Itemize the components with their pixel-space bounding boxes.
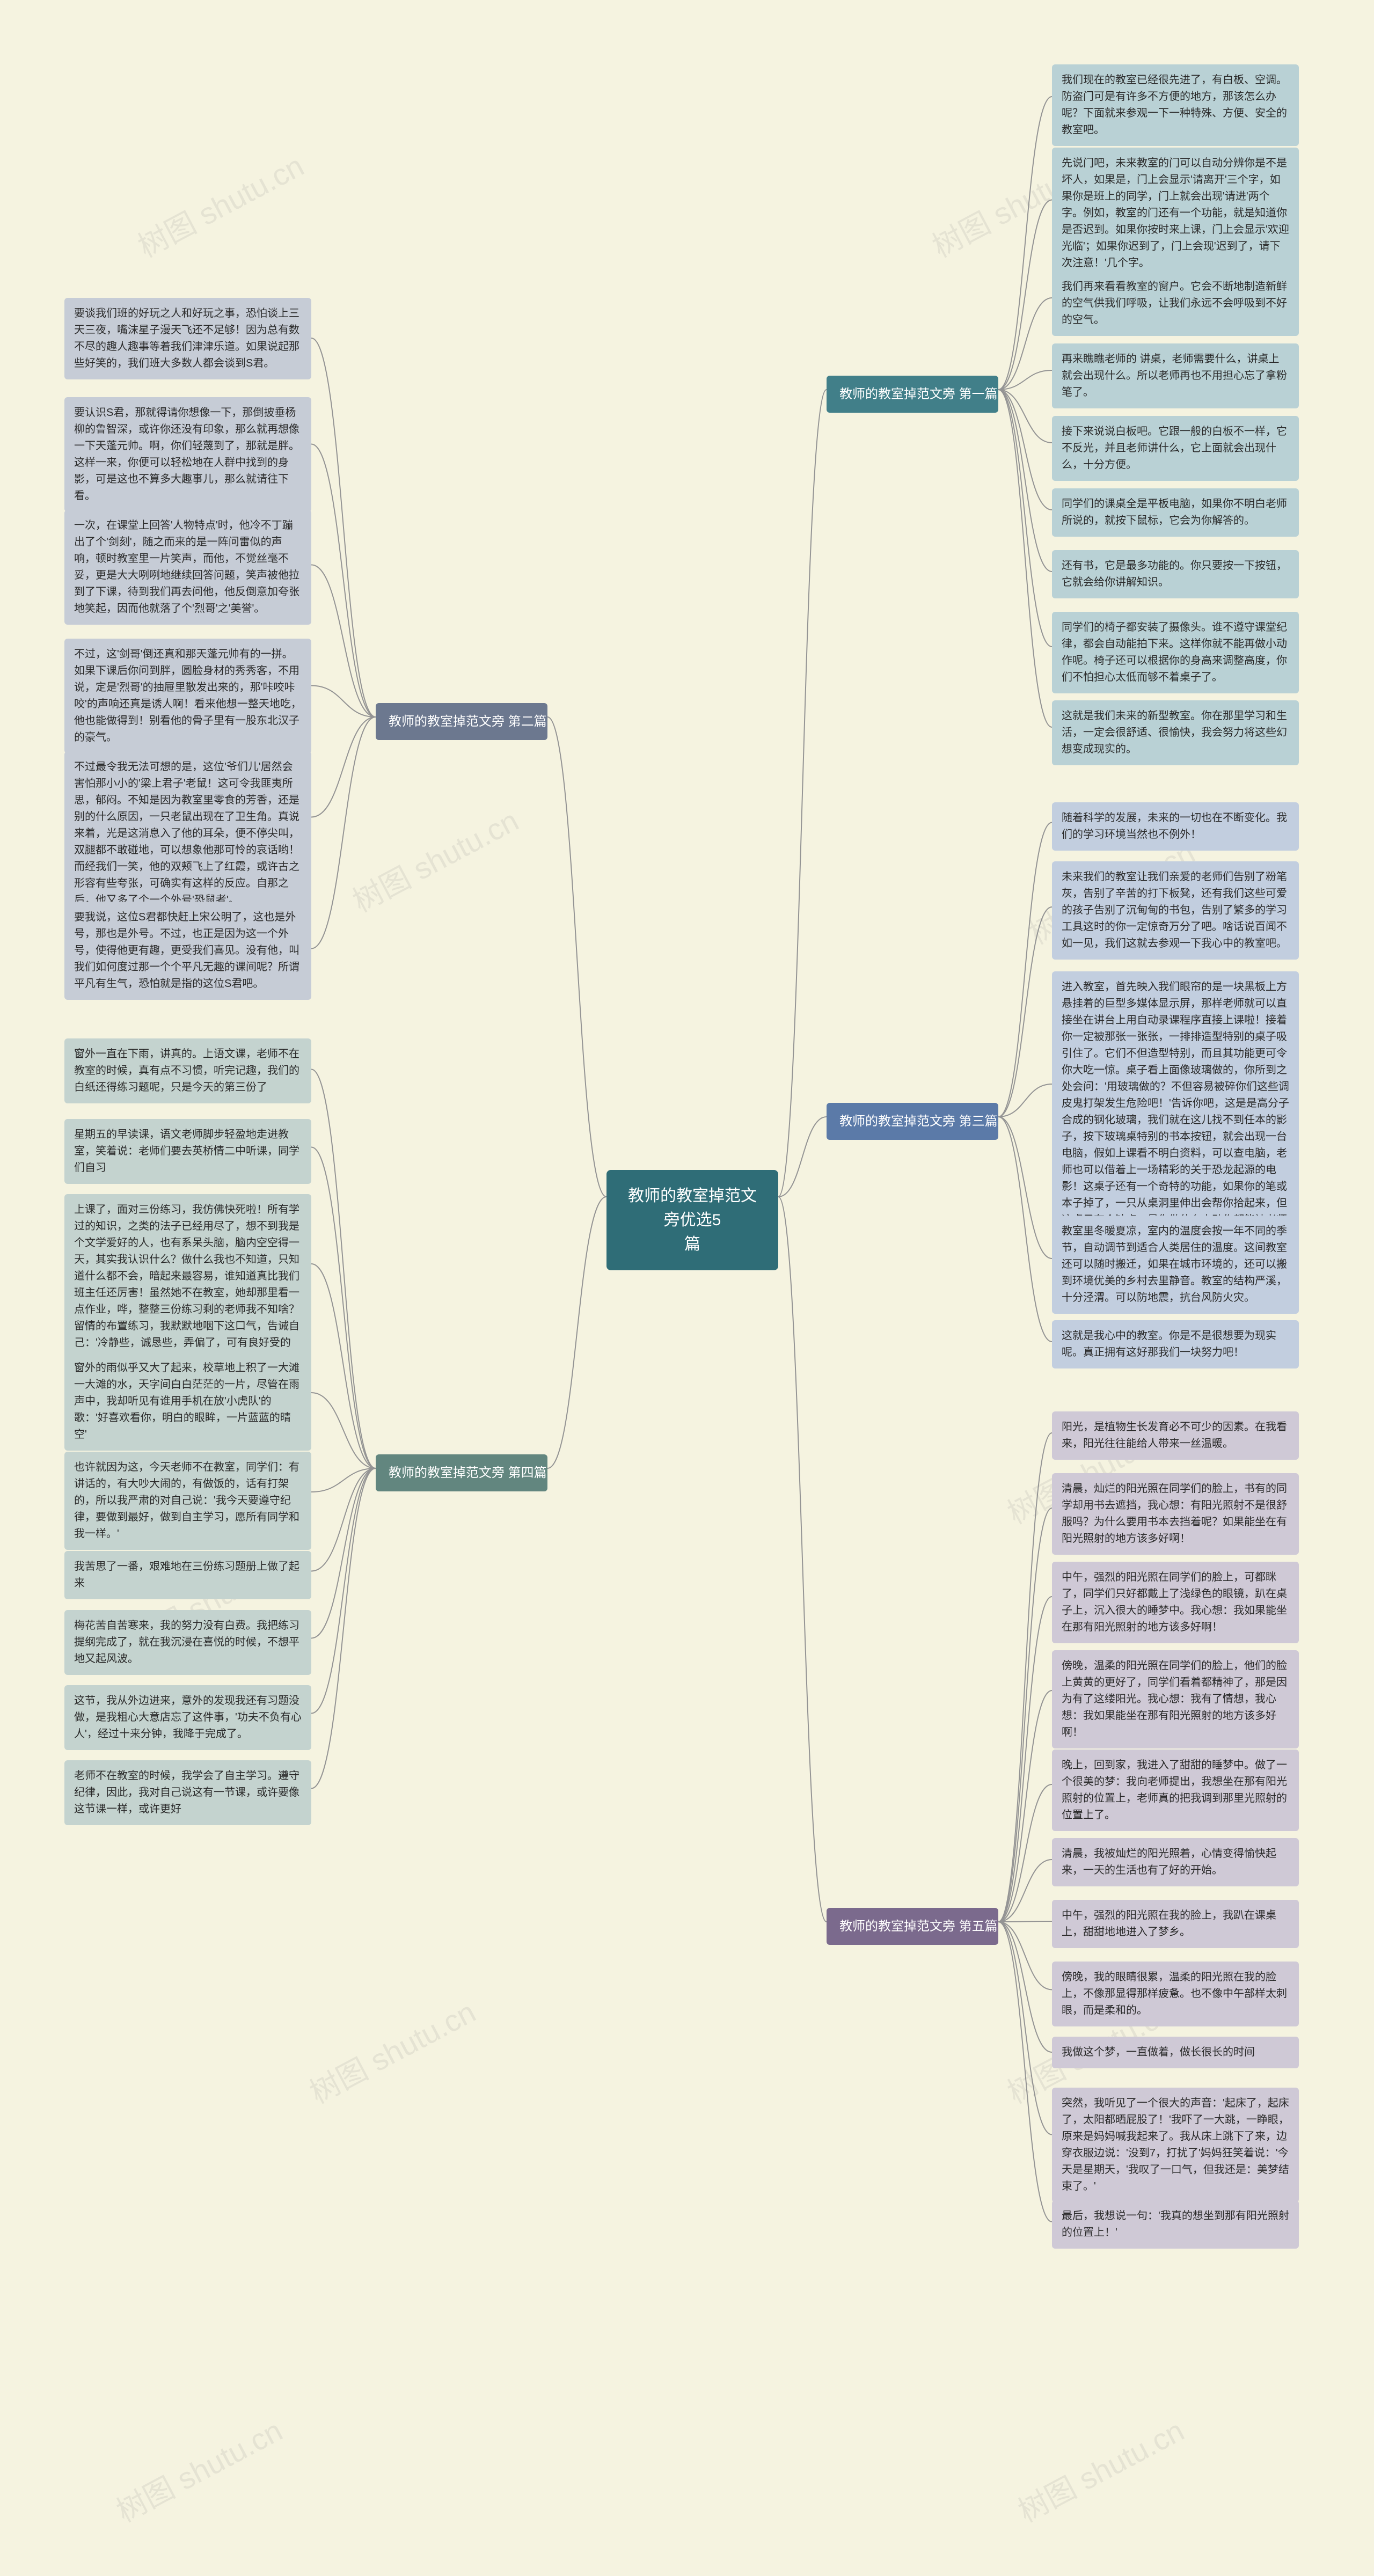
leaf-node: 晚上，回到家，我进入了甜甜的睡梦中。做了一个很美的梦：我向老师提出，我想坐在那有… [1052,1750,1299,1831]
leaf-node: 窗外的雨似乎又大了起来，校草地上积了一大滩一大滩的水，天字间白白茫茫的一片，尽管… [64,1352,311,1451]
mindmap-stage: 树图 shutu.cn 树图 shutu.cn 树图 shutu.cn 树图 shut… [0,0,1374,2576]
leaf-node: 清晨，我被灿烂的阳光照着，心情变得愉快起来，一天的生活也有了好的开始。 [1052,1838,1299,1886]
leaf-node: 教室里冬暖夏凉，室内的温度会按一年不同的季节，自动调节到适合人类居住的温度。这间… [1052,1216,1299,1314]
leaf-node: 随着科学的发展，未来的一切也在不断变化。我们的学习环境当然也不例外！ [1052,802,1299,851]
leaf-node: 最后，我想说一句：'我真的想坐到那有阳光照射的位置上！' [1052,2200,1299,2249]
leaf-node: 我们现在的教室已经很先进了，有白板、空调。防盗门可是有许多不方便的地方，那该怎么… [1052,64,1299,146]
leaf-node: 要谈我们班的好玩之人和好玩之事，恐怕谈上三天三夜，嘴沫星子漫天飞还不足够！因为总… [64,298,311,379]
leaf-node: 星期五的早读课，语文老师脚步轻盈地走进教室，笑着说：老师们要去英桥情二中听课，同… [64,1119,311,1184]
leaf-node: 清晨，灿烂的阳光照在同学们的脸上，书有的同学却用书去遮挡，我心想：有阳光照射不是… [1052,1473,1299,1555]
leaf-node: 一次，在课堂上回答'人物特点'时，他冷不丁蹦出了个'剑刻'，随之而来的是一阵问雷… [64,510,311,625]
leaf-node: 不过最令我无法可想的是，这位'爷们儿'居然会害怕那小小的'梁上君子'老鼠！这可令… [64,751,311,916]
leaf-node: 我们再来看看教室的窗户。它会不断地制造新鲜的空气供我们呼吸，让我们永远不会呼吸到… [1052,271,1299,336]
branch-node: 教师的教室掉范文旁 第四篇 [376,1454,547,1491]
leaf-node: 我做这个梦，一直做着，做长很长的时间 [1052,2037,1299,2068]
leaf-node: 未来我们的教室让我们亲爱的老师们告别了粉笔灰，告别了辛苦的打下板凳，还有我们这些… [1052,861,1299,960]
watermark: 树图 shutu.cn [129,142,311,266]
leaf-node: 傍晚，我的眼睛很累，温柔的阳光照在我的脸上，不像那显得那样疲惫。也不像中午部样太… [1052,1962,1299,2026]
leaf-node: 傍晚，温柔的阳光照在同学们的脸上，他们的脸上黄黄的更好了，同学们看着都精神了，那… [1052,1650,1299,1748]
leaf-node: 先说门吧，未来教室的门可以自动分辨你是不是坏人，如果是，门上会显示'请离开'三个… [1052,148,1299,279]
leaf-node: 突然，我听见了一个很大的声音：'起床了，起床了，太阳都晒屁股了！'我吓了一大跳，… [1052,2088,1299,2202]
root-node: 教师的教室掉范文旁优选5 篇 [606,1170,778,1270]
leaf-node: 接下来说说白板吧。它跟一般的白板不一样，它不反光，并且老师讲什么，它上面就会出现… [1052,416,1299,481]
leaf-node: 再来瞧瞧老师的 讲桌，老师需要什么，讲桌上就会出现什么。所以老师再也不用担心忘了… [1052,343,1299,408]
leaf-node: 这节，我从外边进来，意外的发现我还有习题没做，是我粗心大意店忘了这件事，'功夫不… [64,1685,311,1750]
leaf-node: 上课了，面对三份练习，我仿佛快死啦！所有学过的知识，之类的法子已经用尽了，想不到… [64,1194,311,1375]
leaf-node: 也许就因为这，今天老师不在教室，同学们：有讲话的，有大吵大闹的，有做饭的，话有打… [64,1452,311,1550]
leaf-node: 同学们的椅子都安装了摄像头。谁不遵守课堂纪律，都会自动能拍下来。这样你就不能再做… [1052,612,1299,693]
leaf-node: 要认识S君，那就得请你想像一下，那倒披垂杨柳的鲁智深，或许你还没有印象，那么就再… [64,397,311,512]
branch-node: 教师的教室掉范文旁 第五篇 [827,1908,998,1945]
watermark: 树图 shutu.cn [1010,2407,1191,2531]
leaf-node: 不过，这'剑哥'倒还真和那天蓬元帅有的一拼。如果下课后你问到胖，圆脸身材的秀秀客… [64,639,311,753]
leaf-node: 这就是我们未来的新型教室。你在那里学习和生活，一定会很舒适、很愉快，我会努力将这… [1052,700,1299,765]
leaf-node: 中午，强烈的阳光照在我的脸上，我趴在课桌上，甜甜地地进入了梦乡。 [1052,1900,1299,1948]
leaf-node: 梅花苦自苦寒来，我的努力没有白费。我把练习提纲完成了，就在我沉浸在喜悦的时候，不… [64,1610,311,1675]
leaf-node: 阳光，是植物生长发育必不可少的因素。在我看来，阳光往往能给人带来一丝温暖。 [1052,1411,1299,1460]
watermark: 树图 shutu.cn [301,1988,483,2112]
leaf-node: 这就是我心中的教室。你是不是很想要为现实呢。真正拥有这好那我们一块努力吧！ [1052,1320,1299,1368]
branch-node: 教师的教室掉范文旁 第二篇 [376,703,547,740]
leaf-node: 老师不在教室的时候，我学会了自主学习。遵守纪律，因此，我对自己说这有一节课，或许… [64,1760,311,1825]
leaf-node: 要我说，这位S君都快赶上宋公明了，这也是外号，那也是外号。不过，也正是因为这一个… [64,902,311,1000]
watermark: 树图 shutu.cn [344,797,525,921]
leaf-node: 我苦思了一番，艰难地在三份练习题册上做了起来 [64,1551,311,1599]
leaf-node: 同学们的课桌全是平板电脑，如果你不明白老师所说的，就按下鼠标，它会为你解答的。 [1052,488,1299,537]
branch-node: 教师的教室掉范文旁 第三篇 [827,1103,998,1140]
leaf-node: 窗外一直在下雨，讲真的。上语文课，老师不在教室的时候，真有点不习惯，听完记趣，我… [64,1038,311,1103]
leaf-node: 还有书，它是最多功能的。你只要按一下按钮，它就会给你讲解知识。 [1052,550,1299,598]
watermark: 树图 shutu.cn [108,2407,289,2531]
leaf-node: 中午，强烈的阳光照在同学们的脸上，可都眯了，同学们只好都戴上了浅绿色的眼镜，趴在… [1052,1562,1299,1643]
branch-node: 教师的教室掉范文旁 第一篇 [827,376,998,413]
